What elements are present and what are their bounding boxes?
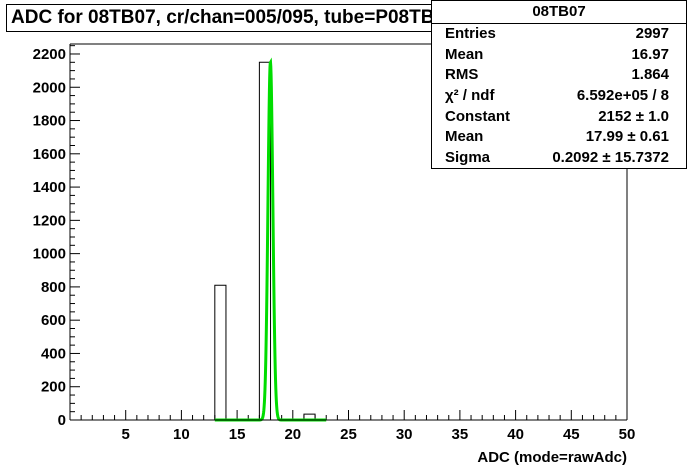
stats-header: 08TB07 bbox=[432, 1, 686, 24]
y-tick-label: 200 bbox=[41, 379, 66, 396]
x-tick-label: 45 bbox=[563, 426, 580, 443]
histogram-bar bbox=[214, 284, 227, 420]
y-tick-label: 800 bbox=[41, 279, 66, 296]
x-axis-label: ADC (mode=rawAdc) bbox=[477, 449, 627, 466]
histogram-bars bbox=[214, 61, 316, 420]
x-tick-label: 15 bbox=[229, 426, 246, 443]
y-tick-label: 1800 bbox=[33, 113, 66, 130]
x-tick-label: 10 bbox=[173, 426, 190, 443]
histogram-bar bbox=[258, 61, 272, 420]
y-tick-label: 600 bbox=[41, 312, 66, 329]
y-tick-label: 400 bbox=[41, 345, 66, 362]
stats-box: 08TB07 Entries 2997 Mean 16.97 RMS 1.864 χ² / … bbox=[431, 0, 687, 169]
stats-label: Mean bbox=[445, 45, 484, 63]
stats-row: Sigma 0.2092 ± 15.7372 bbox=[432, 148, 686, 169]
x-tick-label: 35 bbox=[452, 426, 469, 443]
stats-row: RMS 1.864 bbox=[432, 65, 686, 86]
stats-label: Entries bbox=[445, 25, 496, 42]
stats-row: Entries 2997 bbox=[432, 24, 686, 45]
y-tick-label: 1000 bbox=[33, 246, 66, 263]
x-tick-label: 25 bbox=[340, 426, 357, 443]
x-tick-label: 40 bbox=[507, 426, 524, 443]
stats-value: 6.592e+05 / 8 bbox=[576, 87, 669, 105]
stats-row: Constant 2152 ± 1.0 bbox=[432, 107, 686, 128]
stats-value: 16.97 bbox=[631, 45, 669, 63]
stats-row: Mean 16.97 bbox=[432, 45, 686, 66]
x-tick-label: 5 bbox=[122, 426, 130, 443]
y-tick-label: 1600 bbox=[33, 146, 66, 163]
x-tick-label: 30 bbox=[396, 426, 413, 443]
x-tick-label: 20 bbox=[284, 426, 301, 443]
stats-label: Mean bbox=[445, 128, 484, 146]
y-tick-label: 1400 bbox=[33, 179, 66, 196]
x-tick-label: 50 bbox=[619, 426, 636, 443]
histogram-bar bbox=[303, 413, 316, 420]
plot-title: ADC for 08TB07, cr/chan=005/095, tube=P0… bbox=[6, 4, 438, 32]
stats-value: 0.2092 ± 15.7372 bbox=[552, 149, 669, 167]
y-tick-label: 2000 bbox=[33, 79, 66, 96]
stats-label: χ² / ndf bbox=[445, 87, 495, 105]
stats-value: 17.99 ± 0.61 bbox=[585, 128, 669, 146]
stats-row: χ² / ndf 6.592e+05 / 8 bbox=[432, 86, 686, 107]
stats-value: 2997 bbox=[635, 25, 669, 42]
stats-rows: Entries 2997 Mean 16.97 RMS 1.864 χ² / ndf 6.59… bbox=[432, 24, 686, 169]
axis-ticks: 0 200 400 600 800 1000 1200 1400 1600 1800 2000 220… bbox=[33, 45, 636, 443]
stats-label: RMS bbox=[445, 66, 479, 84]
stats-label: Sigma bbox=[445, 149, 491, 167]
y-tick-label: 1200 bbox=[33, 212, 66, 229]
stats-value: 1.864 bbox=[631, 66, 669, 84]
stats-value: 2152 ± 1.0 bbox=[598, 107, 669, 125]
y-tick-label: 0 bbox=[58, 412, 66, 429]
y-tick-label: 2200 bbox=[33, 46, 66, 63]
stats-row: Mean 17.99 ± 0.61 bbox=[432, 127, 686, 148]
stats-label: Constant bbox=[445, 107, 510, 125]
